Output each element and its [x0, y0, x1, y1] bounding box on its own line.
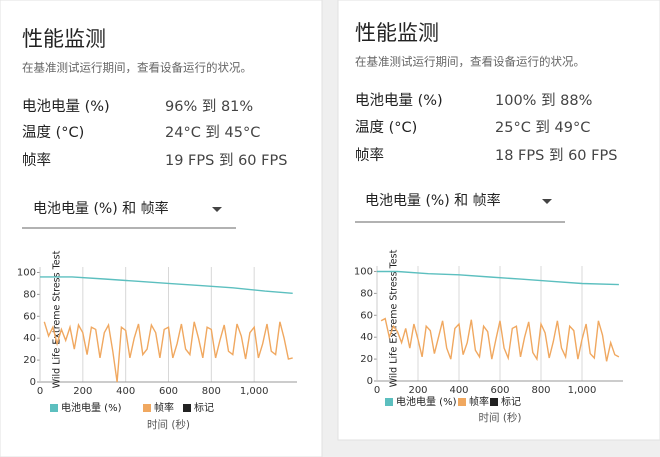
x-tick-label: 600: [490, 385, 509, 396]
x-tick-label: 600: [159, 386, 178, 397]
legend-label: 电池电量 (%): [61, 401, 122, 414]
x-tick-label: 800: [202, 386, 221, 397]
dropdown-arrow: [542, 199, 552, 204]
x-axis-label: 时间 (秒): [478, 411, 521, 424]
x-tick-label: 400: [116, 386, 135, 397]
y-tick-label: 20: [360, 354, 373, 365]
y-tick-label: 80: [360, 288, 373, 299]
legend-label: 标记: [194, 402, 214, 414]
stat-value: 18 FPS 到 60 FPS: [495, 147, 617, 164]
x-tick-label: 0: [37, 386, 43, 397]
y-tick-label: 60: [23, 311, 36, 322]
stat-label: 电池电量 (%): [22, 98, 110, 115]
legend-label: 标记: [501, 396, 521, 408]
y-tick-label: 100: [17, 267, 36, 278]
dropdown[interactable]: 电池电量 (%) 和 帧率: [365, 192, 501, 209]
legend-swatch: [143, 404, 151, 412]
x-tick-label: 0: [374, 385, 380, 396]
y-tick-label: 20: [23, 355, 36, 366]
x-tick-label: 200: [408, 385, 427, 396]
legend-swatch: [385, 398, 393, 406]
legend-swatch: [50, 404, 58, 412]
stat-value: 100% 到 88%: [495, 92, 592, 109]
y-tick-label: 0: [30, 377, 36, 388]
stat-value: 96% 到 81%: [165, 98, 253, 115]
legend-swatch: [183, 404, 191, 412]
title: 性能监测: [355, 21, 439, 45]
y-tick-label: 40: [23, 333, 36, 344]
series-line: [377, 270, 619, 286]
x-tick-label: 1,000: [568, 385, 597, 396]
y-tick-label: 40: [360, 332, 373, 343]
card: [337, 0, 660, 441]
series-line: [380, 317, 620, 362]
y-tick-label: 80: [23, 289, 36, 300]
x-tick-label: 400: [449, 385, 468, 396]
x-tick-label: 200: [73, 386, 92, 397]
dropdown-arrow: [212, 207, 222, 212]
subtitle: 在基准测试运行期间，查看设备运行的状况。: [355, 55, 585, 69]
y-tick-label: 60: [360, 310, 373, 321]
stat-value: 19 FPS 到 60 FPS: [165, 152, 287, 169]
legend-label: 电池电量 (%): [396, 395, 457, 408]
x-axis-label: 时间 (秒): [147, 418, 190, 431]
stat-label: 帧率: [355, 147, 384, 164]
title: 性能监测: [22, 27, 106, 51]
y-tick-label: 0: [367, 376, 373, 387]
dropdown[interactable]: 电池电量 (%) 和 帧率: [33, 200, 169, 217]
legend-swatch: [458, 398, 466, 406]
side-label: Wild Life Extreme Stress Test: [52, 250, 63, 388]
stat-label: 温度 (°C): [355, 119, 417, 136]
stat-label: 电池电量 (%): [355, 92, 443, 109]
subtitle: 在基准测试运行期间，查看设备运行的状况。: [22, 61, 252, 75]
stat-label: 温度 (°C): [22, 124, 84, 141]
legend-label: 帧率: [469, 395, 489, 408]
stat-label: 帧率: [22, 152, 51, 169]
y-tick-label: 100: [354, 266, 373, 277]
legend-swatch: [490, 398, 498, 406]
series-line: [40, 276, 293, 294]
legend-label: 帧率: [154, 401, 174, 414]
stat-value: 24°C 到 45°C: [165, 124, 260, 141]
stat-value: 25°C 到 49°C: [495, 119, 590, 136]
x-tick-label: 1,000: [240, 386, 269, 397]
side-label: Wild Life Extreme Stress Test: [389, 249, 400, 387]
series-line: [43, 321, 293, 383]
x-tick-label: 800: [531, 385, 550, 396]
